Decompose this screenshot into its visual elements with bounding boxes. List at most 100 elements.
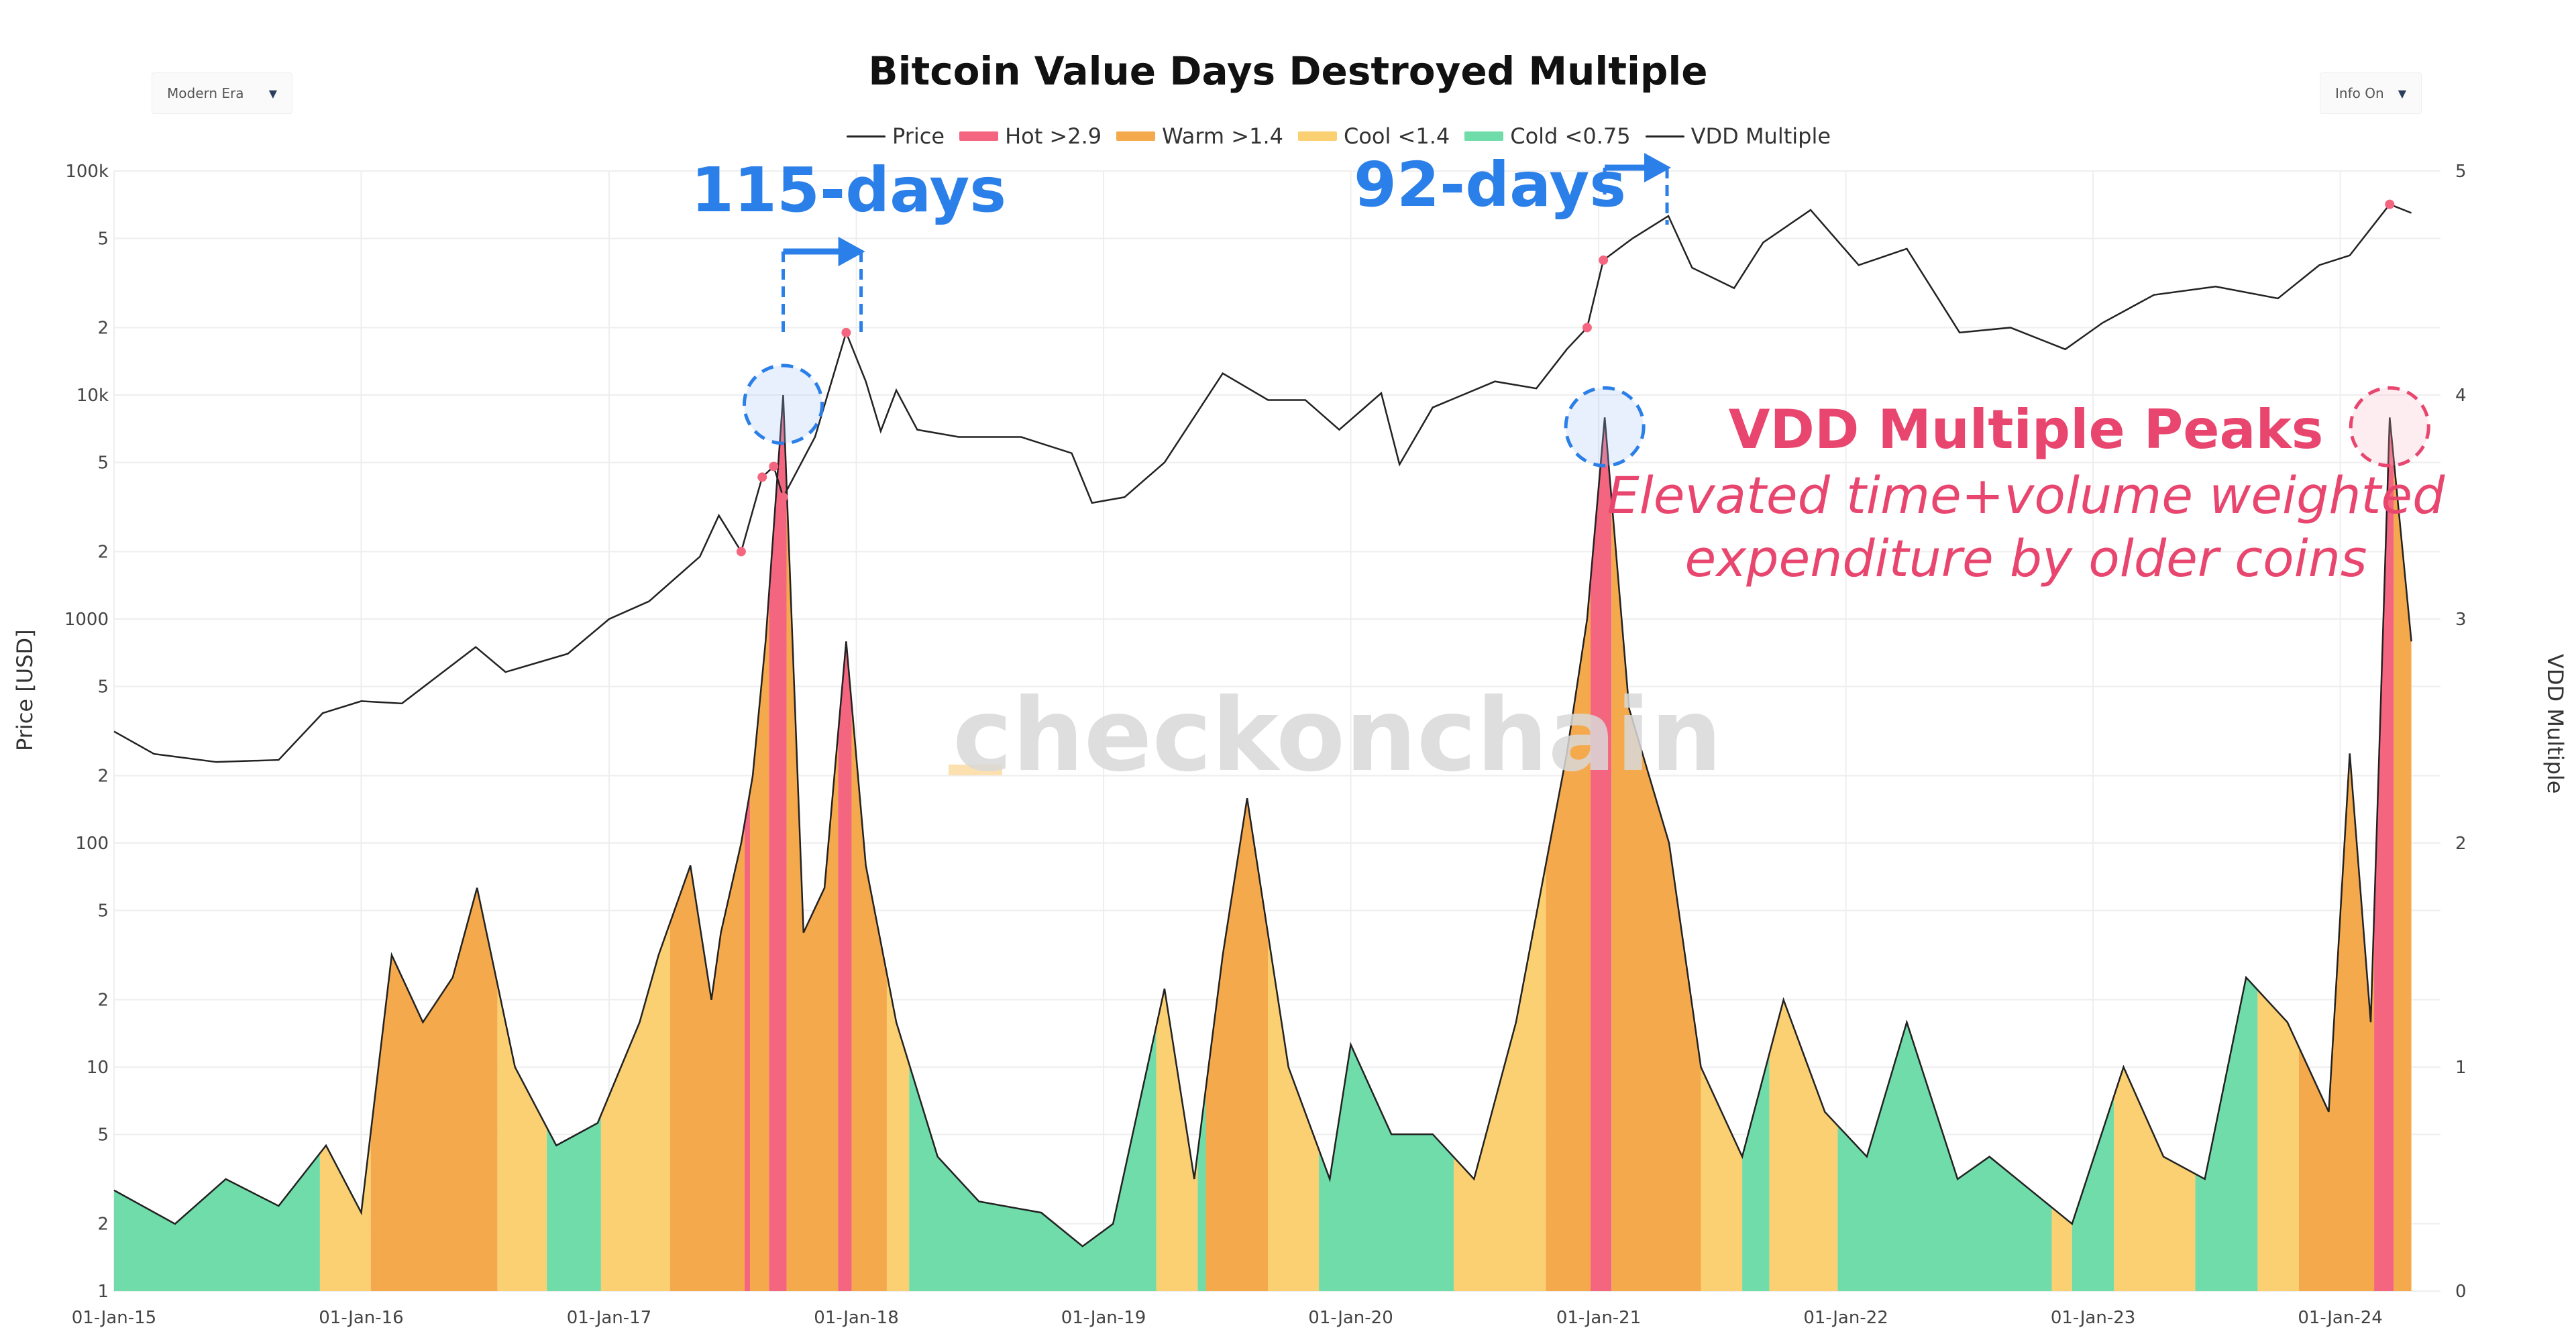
peaks-annotation-line2: expenditure by older coins <box>1684 528 2367 588</box>
price-hot-marker <box>778 492 788 502</box>
vdd-regime-band <box>1590 417 1612 1291</box>
legend-item-hot[interactable]: Hot >2.9 <box>959 123 1102 149</box>
legend: Price Hot >2.9 Warm >1.4 Cool <1.4 Cold … <box>847 123 1845 149</box>
vdd-regime-band <box>1319 1044 1454 1291</box>
vdd-regime-band <box>769 395 787 1291</box>
y-left-tick-label: 5 <box>97 677 109 698</box>
y-right-tick-label: 4 <box>2455 386 2467 406</box>
y-left-tick-label: 100k <box>65 162 109 182</box>
x-tick-label: 01-Jan-21 <box>1556 1308 1641 1328</box>
y-left-tick-label: 5 <box>97 453 109 474</box>
y-left-tick-label: 2 <box>97 542 109 562</box>
legend-item-cool[interactable]: Cool <1.4 <box>1297 123 1450 149</box>
price-hot-marker <box>841 327 851 337</box>
x-tick-label: 01-Jan-23 <box>2051 1308 2135 1328</box>
y-left-tick-label: 100 <box>75 834 109 854</box>
x-tick-label: 01-Jan-19 <box>1061 1308 1146 1328</box>
y-left-tick-label: 1000 <box>64 610 109 630</box>
y-right-tick-label: 1 <box>2455 1058 2467 1078</box>
legend-label: Cool <1.4 <box>1343 123 1450 149</box>
legend-label: VDD Multiple <box>1690 123 1831 149</box>
vdd-regime-band <box>838 641 852 1291</box>
y-left-tick-label: 2 <box>97 1214 109 1234</box>
lag-bracket-115-arrow-head <box>838 237 865 266</box>
legend-cold-swatch <box>1464 131 1504 141</box>
info-dropdown[interactable]: Info On ▼ <box>2320 72 2422 114</box>
x-tick-label: 01-Jan-22 <box>1803 1308 1888 1328</box>
era-dropdown-label: Modern Era <box>167 85 244 101</box>
vdd-regime-band <box>497 983 547 1291</box>
lag-bracket-92-arrow-head <box>1644 153 1672 182</box>
y-axis-left-label: Price [USD] <box>12 629 38 751</box>
price-line <box>113 203 2412 763</box>
x-tick-label: 01-Jan-20 <box>1308 1308 1393 1328</box>
legend-item-cold[interactable]: Cold <0.75 <box>1464 123 1631 149</box>
vdd-regime-band <box>2051 1207 2072 1291</box>
vdd-regime-band <box>2257 990 2299 1291</box>
vdd-regime-band <box>1769 999 1838 1291</box>
info-dropdown-label: Info On <box>2335 85 2384 101</box>
vdd-regime-band <box>744 791 751 1291</box>
peaks-annotation-subtitle: Elevated time+volume weighted expenditur… <box>1597 464 2455 590</box>
vdd-regime-band <box>2394 459 2412 1291</box>
x-tick-label: 01-Jan-24 <box>2298 1308 2382 1328</box>
vdd-regime-band <box>2195 977 2258 1291</box>
legend-warm-swatch <box>1116 131 1156 141</box>
vdd-regime-band <box>600 922 670 1291</box>
watermark: checkonchain <box>953 677 1723 794</box>
chevron-down-icon: ▼ <box>268 87 277 100</box>
x-tick-label: 01-Jan-17 <box>567 1308 651 1328</box>
price-hot-marker <box>2385 199 2395 209</box>
legend-cool-swatch <box>1297 131 1337 141</box>
y-right-tick-label: 5 <box>2455 162 2467 182</box>
price-hot-marker <box>1582 323 1592 333</box>
vdd-regime-band <box>786 484 839 1291</box>
watermark-dash <box>949 765 1002 775</box>
vdd-regime-band <box>1156 989 1198 1291</box>
vdd-regime-band <box>1454 865 1546 1291</box>
legend-label: Cold <0.75 <box>1510 123 1631 149</box>
legend-label: Hot >2.9 <box>1005 123 1102 149</box>
y-right-tick-label: 3 <box>2455 610 2467 630</box>
x-tick-label: 01-Jan-18 <box>814 1308 898 1328</box>
lag-annotation-92: 92-days <box>1354 149 1627 221</box>
vdd-regime-band <box>2298 753 2375 1291</box>
legend-item-price[interactable]: Price <box>847 123 945 149</box>
y-left-tick-label: 1 <box>97 1282 109 1302</box>
legend-hot-swatch <box>959 131 999 141</box>
y-right-tick-label: 0 <box>2455 1282 2467 1302</box>
legend-item-vdd[interactable]: VDD Multiple <box>1645 123 1831 149</box>
vdd-regime-band <box>2114 1067 2196 1291</box>
chevron-down-icon: ▼ <box>2398 87 2406 100</box>
vdd-regime-band <box>370 887 498 1291</box>
vdd-regime-band <box>886 973 910 1291</box>
y-left-tick-label: 5 <box>97 229 109 249</box>
vdd-regime-band <box>2072 1096 2114 1291</box>
era-dropdown[interactable]: Modern Era ▼ <box>152 72 292 114</box>
vdd-regime-band <box>1742 1054 1770 1291</box>
vdd-regime-band <box>1268 934 1320 1291</box>
y-left-tick-label: 2 <box>97 990 109 1010</box>
price-hot-marker <box>769 461 779 471</box>
lag-annotation-115: 115-days <box>691 154 1007 226</box>
price-hot-marker <box>1599 255 1609 265</box>
peaks-annotation-line1: Elevated time+volume weighted <box>1607 465 2445 525</box>
peak-highlight-circle <box>1564 386 1646 467</box>
y-left-tick-label: 10k <box>76 386 109 406</box>
y-axis-right-label: VDD Multiple <box>2542 654 2568 794</box>
x-tick-label: 01-Jan-16 <box>319 1308 403 1328</box>
y-left-tick-label: 2 <box>97 766 109 786</box>
vdd-regime-band <box>547 1115 601 1291</box>
price-hot-marker <box>736 547 746 557</box>
vdd-regime-band <box>1701 1067 1743 1291</box>
vdd-regime-band <box>114 1153 320 1291</box>
legend-label: Price <box>892 123 945 149</box>
legend-label: Warm >1.4 <box>1162 123 1283 149</box>
y-left-tick-label: 10 <box>87 1058 109 1078</box>
peak-highlight-circle <box>742 364 824 445</box>
y-left-tick-label: 2 <box>97 318 109 338</box>
legend-item-warm[interactable]: Warm >1.4 <box>1116 123 1283 149</box>
x-tick-label: 01-Jan-15 <box>72 1308 156 1328</box>
vdd-regime-band <box>1837 1022 2052 1291</box>
